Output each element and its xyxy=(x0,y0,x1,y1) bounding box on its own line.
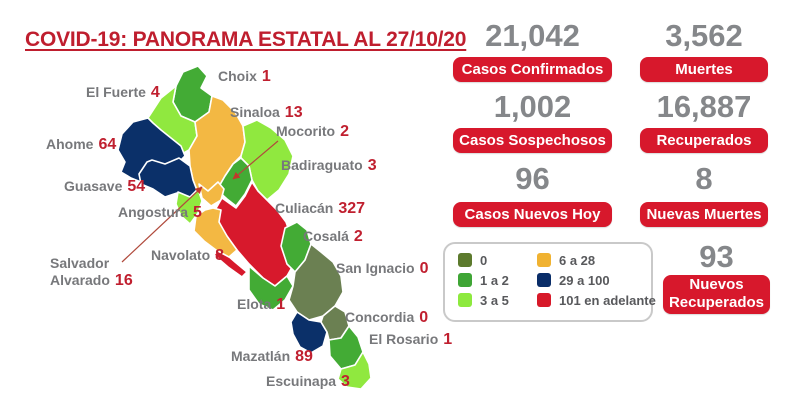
legend-swatch-1 xyxy=(458,273,472,287)
municipality-salvador-alvarado xyxy=(198,181,225,207)
new-deaths-value: 8 xyxy=(695,161,713,196)
legend-item-3: 6 a 28 xyxy=(537,253,656,268)
map-label-mazatlan: Mazatlán 89 xyxy=(231,348,313,365)
municipality-culiacan-coastal-strip xyxy=(213,247,248,278)
legend-column-left: 0 1 a 2 3 a 5 xyxy=(458,253,509,308)
legend-item-2: 3 a 5 xyxy=(458,293,509,308)
legend-swatch-3 xyxy=(537,253,551,267)
suspected-cases-badge: Casos Sospechosos xyxy=(453,128,612,153)
legend-swatch-2 xyxy=(458,293,472,307)
map-label-el-rosario: El Rosario 1 xyxy=(369,331,453,348)
mocorito-leader-line xyxy=(232,140,279,180)
legend-swatch-0 xyxy=(458,253,472,267)
new-recovered-value: 93 xyxy=(699,239,734,274)
map-label-choix: Choix 1 xyxy=(218,68,271,85)
legend-item-0: 0 xyxy=(458,253,509,268)
legend-item-4: 29 a 100 xyxy=(537,273,656,288)
new-cases-today-value: 96 xyxy=(515,161,550,196)
confirmed-cases-badge: Casos Confirmados xyxy=(453,57,612,82)
sinaloa-state-map xyxy=(117,65,372,390)
map-label-elota: Elota 1 xyxy=(237,296,286,313)
map-label-guasave: Guasave 54 xyxy=(64,178,146,195)
map-label-salvador-alvarado: Salvador Alvarado 16 xyxy=(50,255,133,289)
legend: 0 1 a 2 3 a 5 6 a 28 29 a 100 101 en ade… xyxy=(443,242,656,322)
map-label-ahome: Ahome 64 xyxy=(46,136,117,153)
legend-swatch-5 xyxy=(537,293,551,307)
map-label-cosala: Cosalá 2 xyxy=(303,228,363,245)
map-label-culiacan: Culiacán 327 xyxy=(275,200,366,217)
deaths-badge: Muertes xyxy=(640,57,768,82)
map-label-el-fuerte: El Fuerte 4 xyxy=(86,84,160,101)
map-label-san-ignacio: San Ignacio 0 xyxy=(336,260,429,277)
municipality-mazatlan xyxy=(290,311,328,354)
recovered-badge: Recuperados xyxy=(640,128,768,153)
deaths-value: 3,562 xyxy=(665,18,743,53)
municipality-navolato xyxy=(193,207,238,258)
map-label-mocorito: Mocorito 2 xyxy=(276,123,350,140)
salvador-alvarado-leader-line xyxy=(121,186,203,263)
new-deaths-badge: Nuevas Muertes xyxy=(640,202,768,227)
legend-item-5: 101 en adelante xyxy=(537,293,656,308)
map-label-concordia: Concordia 0 xyxy=(345,309,429,326)
new-cases-today-badge: Casos Nuevos Hoy xyxy=(453,202,612,227)
map-label-angostura: Angostura 5 xyxy=(118,204,202,221)
map-label-badiraguato: Badiraguato 3 xyxy=(281,157,377,174)
municipality-san-ignacio xyxy=(288,243,344,321)
legend-column-right: 6 a 28 29 a 100 101 en adelante xyxy=(537,253,656,308)
municipality-escuinapa xyxy=(337,351,372,390)
map-label-escuinapa: Escuinapa 3 xyxy=(266,373,350,390)
legend-item-1: 1 a 2 xyxy=(458,273,509,288)
page-title: COVID-19: PANORAMA ESTATAL AL 27/10/20 xyxy=(25,28,467,51)
map-label-sinaloa: Sinaloa 13 xyxy=(230,104,303,121)
map-label-navolato: Navolato 8 xyxy=(151,247,225,264)
legend-swatch-4 xyxy=(537,273,551,287)
suspected-cases-value: 1,002 xyxy=(493,89,572,124)
confirmed-cases-value: 21,042 xyxy=(485,18,580,53)
new-recovered-badge: Nuevos Recuperados xyxy=(663,275,770,314)
recovered-value: 16,887 xyxy=(656,89,752,124)
municipality-elota xyxy=(248,265,294,311)
municipality-angostura xyxy=(175,188,203,225)
